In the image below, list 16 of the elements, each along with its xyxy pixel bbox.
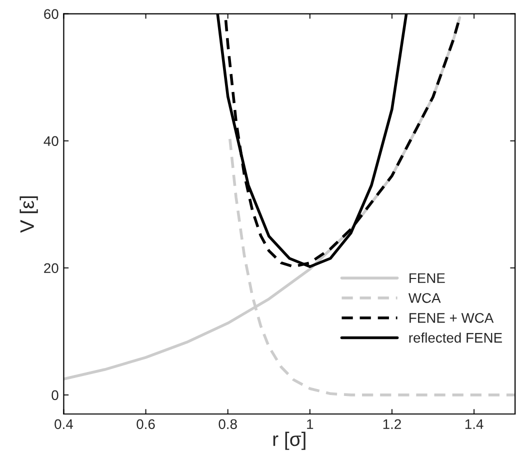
legend-label: WCA (408, 293, 441, 303)
y-tick-label: 60 (44, 9, 58, 19)
x-axis-title: r [σ] (273, 432, 306, 450)
y-tick-label: 20 (44, 263, 58, 274)
y-tick-label: 40 (44, 136, 58, 146)
x-tick-label: 0.4 (54, 419, 73, 430)
x-tick-label: 1.2 (383, 419, 401, 429)
legend-label: FENE + WCA (410, 313, 494, 323)
x-tick-label: 0.8 (218, 419, 237, 430)
legend-label: reflected FENE (409, 332, 502, 343)
x-tick-label: 1.4 (465, 419, 484, 429)
y-axis-title: V [ε] (20, 196, 38, 233)
x-tick-label: 0.6 (136, 419, 155, 430)
y-tick-label: 0 (52, 390, 58, 400)
legend-label: FENE (410, 273, 445, 283)
x-tick-label: 1 (307, 419, 314, 429)
